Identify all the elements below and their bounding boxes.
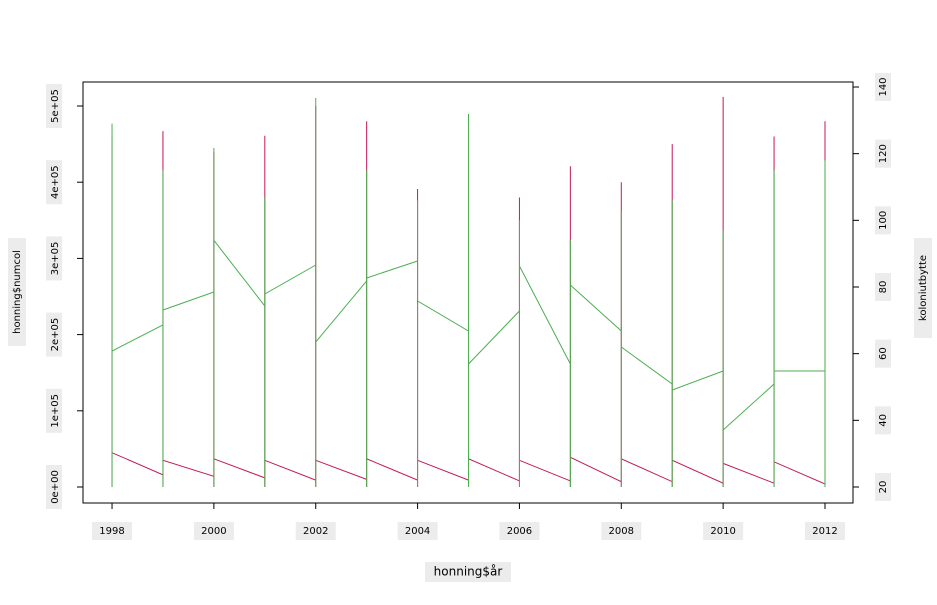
y-tick-label: 3e+05 — [50, 242, 61, 276]
tick-box — [46, 464, 62, 509]
tick-box — [46, 312, 62, 357]
x-tick-label: 2012 — [812, 526, 837, 537]
tick-box — [92, 522, 133, 540]
y2-tick-label: 60 — [878, 347, 889, 360]
x-tick-label: 2002 — [303, 526, 328, 537]
tick-box — [875, 139, 891, 168]
y-tick-label: 5e+05 — [50, 89, 61, 123]
tick-box — [875, 473, 891, 501]
series-line — [111, 98, 826, 487]
tick-box — [875, 206, 891, 235]
y2-axis-label: koloniutbytte — [918, 255, 929, 321]
y-tick-label: 2e+05 — [50, 318, 61, 352]
x-tick-label: 1998 — [99, 526, 124, 537]
x-tick-label: 2004 — [405, 526, 430, 537]
y2-tick-label: 100 — [878, 211, 889, 230]
tick-box — [46, 84, 62, 129]
tick-box — [295, 522, 336, 540]
tick-box — [875, 273, 891, 301]
y2-tick-label: 20 — [878, 481, 889, 494]
tick-box — [46, 236, 62, 281]
x-tick-label: 2008 — [609, 526, 634, 537]
tick-box — [875, 406, 891, 435]
x-axis-label: honning$år — [434, 565, 503, 579]
y2-tick-label: 80 — [878, 281, 889, 294]
y2-tick-label: 120 — [878, 144, 889, 163]
tick-box — [193, 522, 234, 540]
x-tick-label: 2000 — [201, 526, 226, 537]
tick-box — [46, 388, 62, 433]
y-tick-label: 0e+00 — [50, 470, 61, 504]
y2-tick-label: 140 — [878, 77, 889, 96]
label-box — [914, 238, 932, 338]
tick-box — [397, 522, 438, 540]
tick-box — [601, 522, 642, 540]
x-tick-label: 2010 — [710, 526, 735, 537]
tick-box — [804, 522, 845, 540]
y2-tick-label: 40 — [878, 414, 889, 427]
label-box — [425, 562, 511, 582]
tick-box — [703, 522, 744, 540]
plot-frame — [82, 81, 854, 504]
x-tick-label: 2006 — [507, 526, 532, 537]
y-tick-label: 1e+05 — [50, 394, 61, 428]
y-axis-label: honning$numcol — [12, 250, 23, 334]
tick-box — [875, 73, 891, 101]
tick-box — [875, 339, 891, 368]
y-tick-label: 4e+05 — [50, 165, 61, 199]
tick-box — [46, 160, 62, 205]
label-box — [8, 238, 26, 346]
tick-box — [499, 522, 540, 540]
